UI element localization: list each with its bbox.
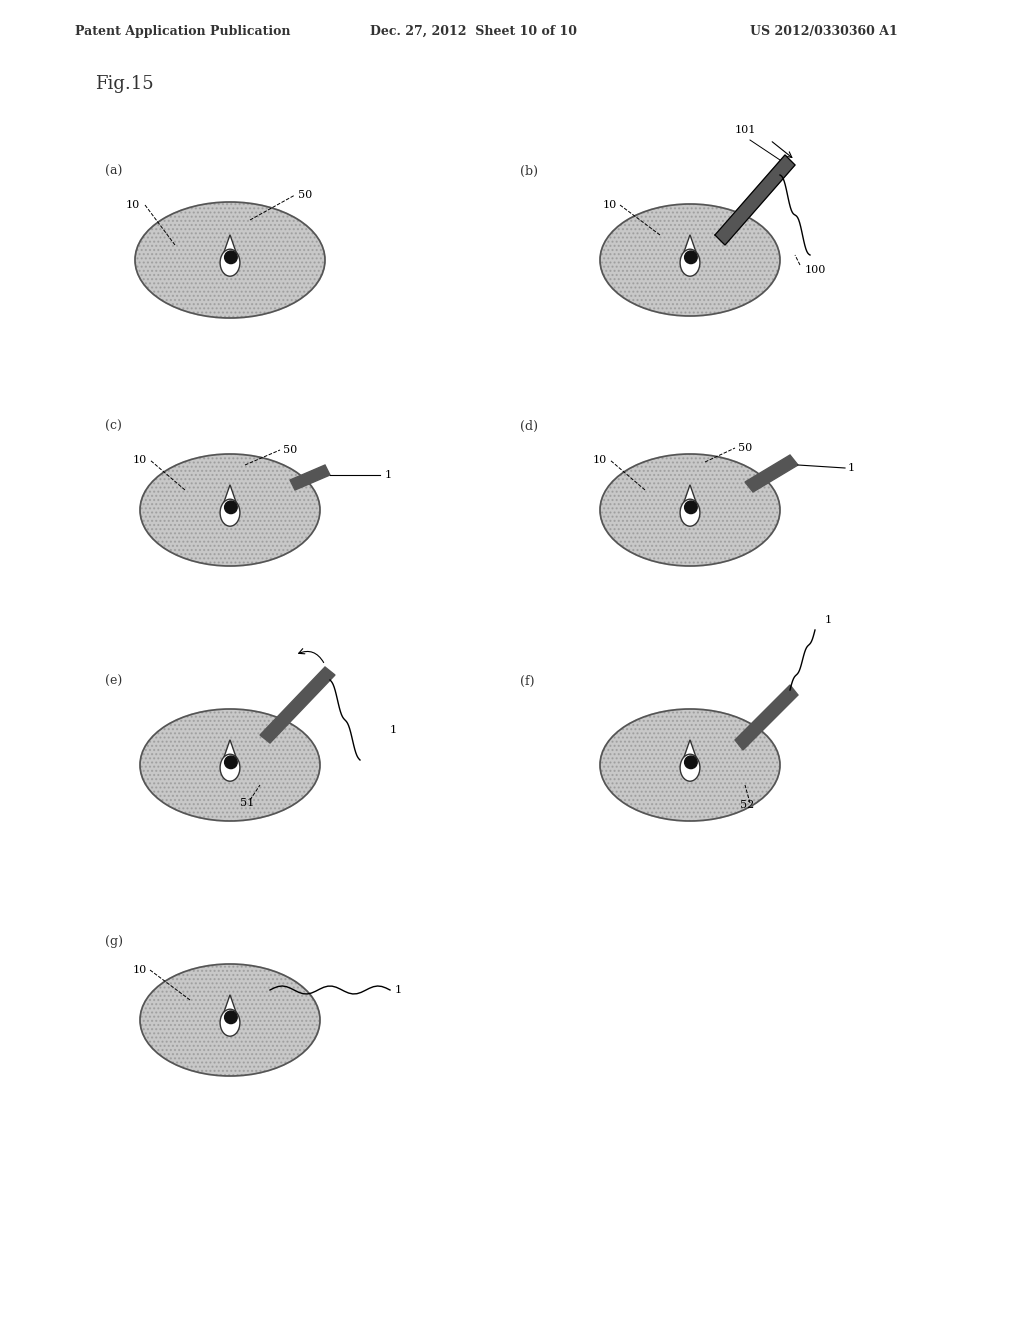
Ellipse shape [680, 754, 699, 781]
Ellipse shape [140, 964, 319, 1076]
Polygon shape [683, 739, 697, 760]
Polygon shape [683, 484, 697, 506]
Ellipse shape [680, 249, 699, 276]
Ellipse shape [135, 202, 325, 318]
Ellipse shape [220, 249, 240, 276]
Circle shape [224, 251, 238, 264]
Ellipse shape [600, 709, 780, 821]
Ellipse shape [220, 1010, 240, 1036]
Text: (e): (e) [105, 675, 122, 688]
Circle shape [685, 756, 697, 768]
Text: 10: 10 [133, 455, 147, 465]
Polygon shape [715, 154, 795, 246]
Text: (c): (c) [105, 420, 122, 433]
Polygon shape [260, 667, 335, 743]
Text: 10: 10 [603, 201, 617, 210]
Text: Fig.15: Fig.15 [95, 75, 154, 92]
Text: 10: 10 [126, 201, 140, 210]
Polygon shape [223, 995, 238, 1015]
Polygon shape [223, 739, 238, 760]
Ellipse shape [140, 709, 319, 821]
Polygon shape [735, 685, 798, 750]
Circle shape [685, 502, 697, 513]
Text: (f): (f) [520, 675, 535, 688]
Circle shape [685, 251, 697, 264]
Text: 50: 50 [298, 190, 312, 201]
Ellipse shape [680, 499, 699, 527]
Ellipse shape [220, 499, 240, 527]
Text: 50: 50 [738, 444, 753, 453]
Polygon shape [223, 235, 238, 256]
Text: US 2012/0330360 A1: US 2012/0330360 A1 [750, 25, 898, 38]
Circle shape [224, 502, 238, 513]
Text: 1: 1 [395, 985, 402, 995]
Circle shape [224, 756, 238, 768]
Text: 51: 51 [240, 799, 254, 808]
Ellipse shape [140, 454, 319, 566]
Text: (d): (d) [520, 420, 538, 433]
Text: 10: 10 [593, 455, 607, 465]
Polygon shape [745, 455, 798, 492]
Text: 1: 1 [825, 615, 833, 624]
Text: 52: 52 [740, 800, 755, 810]
Circle shape [224, 1011, 238, 1023]
Text: (b): (b) [520, 165, 538, 178]
Text: Dec. 27, 2012  Sheet 10 of 10: Dec. 27, 2012 Sheet 10 of 10 [370, 25, 577, 38]
Text: 100: 100 [805, 265, 826, 275]
Ellipse shape [600, 205, 780, 315]
Polygon shape [290, 465, 330, 490]
Ellipse shape [220, 754, 240, 781]
Text: Patent Application Publication: Patent Application Publication [75, 25, 291, 38]
Text: 1: 1 [848, 463, 855, 473]
Polygon shape [683, 235, 697, 256]
Text: 1: 1 [385, 470, 392, 480]
Text: 10: 10 [133, 965, 147, 975]
Text: 50: 50 [283, 445, 297, 455]
Text: (a): (a) [105, 165, 123, 178]
Text: 101: 101 [734, 125, 756, 135]
Text: (g): (g) [105, 935, 123, 948]
Polygon shape [223, 484, 238, 506]
Text: 1: 1 [390, 725, 397, 735]
Ellipse shape [600, 454, 780, 566]
